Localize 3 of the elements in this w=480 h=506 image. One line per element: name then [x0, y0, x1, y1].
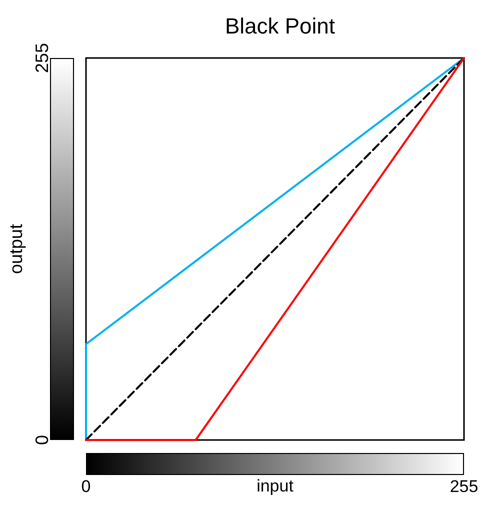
- x-axis-title: input: [256, 476, 294, 496]
- chart-title: Black Point: [224, 14, 336, 38]
- y-axis-title: output: [6, 224, 26, 274]
